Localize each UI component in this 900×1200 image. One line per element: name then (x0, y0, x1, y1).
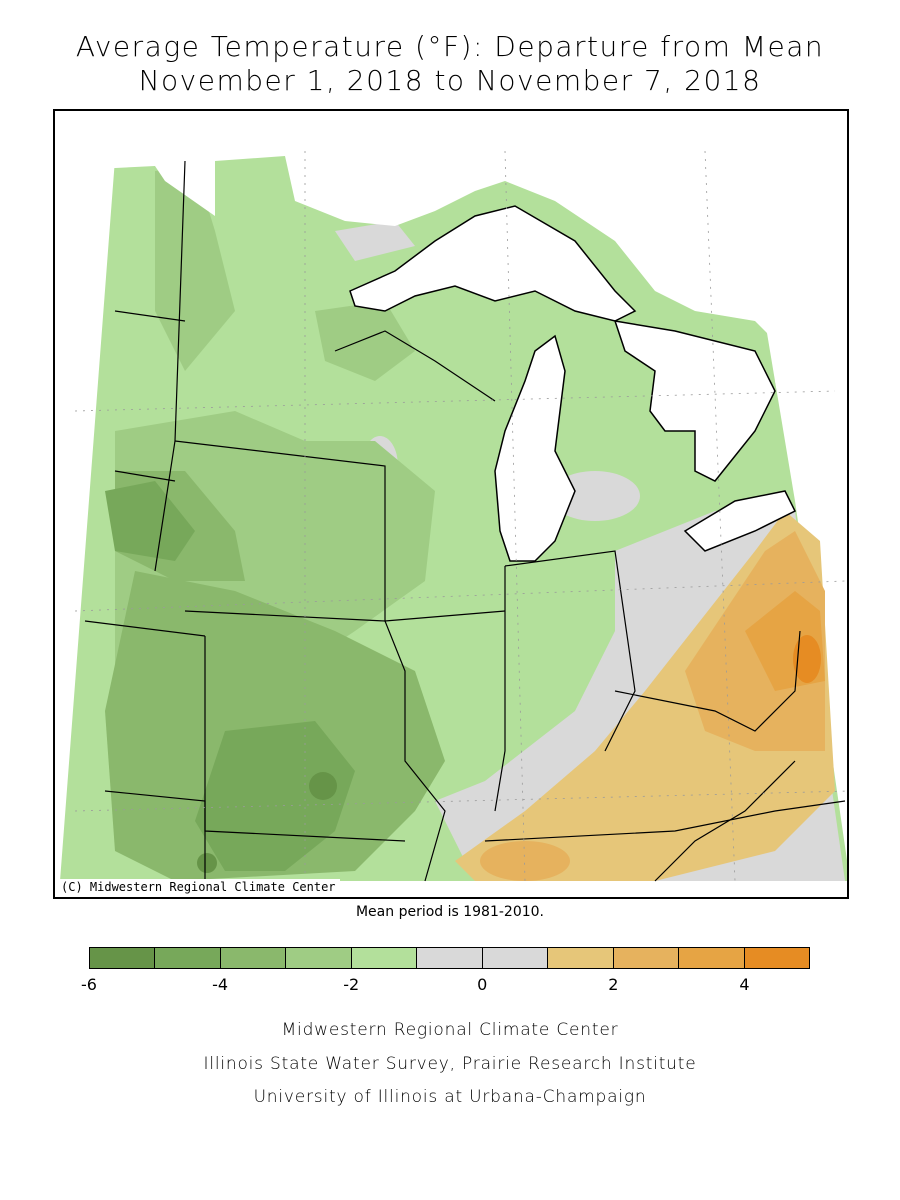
neutral-zone-north (335, 221, 415, 261)
warm-zone-4 (480, 841, 570, 881)
canada-land (55, 111, 847, 531)
legend-swatch (417, 948, 483, 968)
color-legend (89, 947, 810, 969)
mean-period-note: Mean period is 1981-2010. (355, 904, 545, 920)
legend-swatch (744, 948, 809, 968)
lake-huron (613, 320, 776, 482)
legend-tick-label: -4 (212, 975, 229, 994)
legend-tick-label: -6 (81, 975, 97, 994)
graticule (74, 150, 847, 882)
legend-swatch (482, 948, 549, 968)
warm-zone-peak (793, 635, 821, 683)
lake-erie (683, 490, 797, 552)
temperature-map (55, 111, 847, 882)
legend-swatch (679, 948, 745, 968)
state-borders (84, 160, 846, 882)
legend-swatch (351, 948, 418, 968)
credit-line-1: Midwestern Regional Climate Center (281, 1020, 619, 1040)
legend-swatch (548, 948, 614, 968)
legend-tick-label: 2 (608, 975, 619, 994)
cool-zone-wi (315, 301, 415, 381)
legend-tick-label: -2 (343, 975, 360, 994)
map-copyright: (C) Midwestern Regional Climate Center (57, 879, 340, 895)
cool-zone-ok-peak (197, 853, 217, 873)
legend-tick-label: 0 (477, 975, 488, 994)
map-title-line2: November 1, 2018 to November 7, 2018 (138, 64, 762, 97)
neutral-zone-michigan (550, 471, 640, 521)
legend-swatch (90, 948, 156, 968)
legend-swatch (220, 948, 287, 968)
cool-zone-mo-peak (309, 772, 337, 800)
cool-zone-mo-core (195, 721, 355, 871)
credit-line-3: University of Illinois at Urbana-Champai… (253, 1087, 647, 1107)
legend-swatch (286, 948, 352, 968)
cool-zone-ks-core (105, 481, 195, 561)
legend-tick-label: 4 (739, 975, 750, 994)
map-frame: (C) Midwestern Regional Climate Center (53, 109, 849, 899)
legend-swatch (155, 948, 221, 968)
legend-swatch (613, 948, 680, 968)
credit-line-2: Illinois State Water Survey, Prairie Res… (203, 1054, 697, 1074)
map-title-line1: Average Temperature (°F): Departure from… (75, 30, 825, 63)
